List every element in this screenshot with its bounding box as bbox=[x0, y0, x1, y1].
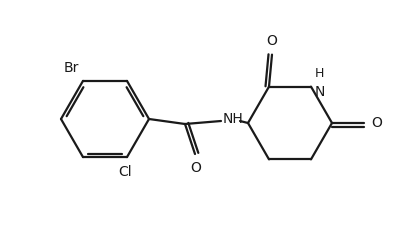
Text: O: O bbox=[267, 34, 277, 48]
Text: Br: Br bbox=[64, 61, 79, 75]
Text: NH: NH bbox=[223, 112, 244, 126]
Text: Cl: Cl bbox=[118, 165, 132, 179]
Text: N: N bbox=[315, 85, 326, 99]
Text: H: H bbox=[315, 67, 324, 80]
Text: O: O bbox=[191, 161, 201, 175]
Text: O: O bbox=[371, 116, 382, 130]
